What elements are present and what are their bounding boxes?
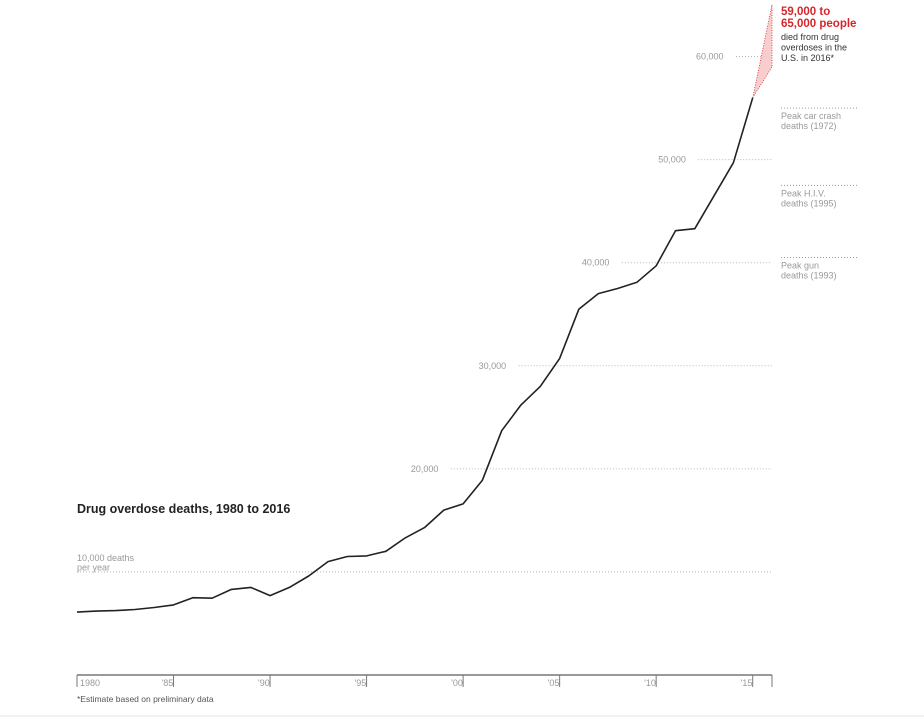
reference-label-2-0: Peak gun (781, 261, 819, 271)
x-tick-label-2005: '05 (548, 678, 560, 688)
y-tick-label-20000: 20,000 (411, 464, 439, 474)
footnote: *Estimate based on preliminary data (77, 694, 214, 704)
y-tick-label-40000: 40,000 (582, 258, 610, 268)
projection-high-edge (752, 4, 773, 98)
series-line (76, 97, 754, 613)
y-tick-label-60000: 60,000 (696, 52, 724, 62)
chart-title: Drug overdose deaths, 1980 to 2016 (77, 502, 290, 516)
x-tick-label-1980: 1980 (80, 678, 100, 688)
x-tick-label-2010: '10 (644, 678, 656, 688)
x-tick-label-1985: '85 (162, 678, 174, 688)
projection-label-0: died from drug (781, 32, 839, 42)
reference-label-2-1: deaths (1993) (781, 271, 837, 281)
reference-label-1-0: Peak H.I.V. (781, 188, 826, 198)
projection-low-edge (752, 66, 773, 98)
reference-label-0-0: Peak car crash (781, 111, 841, 121)
y-tick-label-30000: 30,000 (479, 361, 507, 371)
projection-label-1: overdoses in the (781, 43, 847, 53)
projection-label-red-1: 65,000 people (781, 18, 856, 30)
reference-label-0-1: deaths (1972) (781, 121, 837, 131)
projection-label-red-0: 59,000 to (781, 6, 830, 18)
y-axis-label-line-1: 10,000 deaths (77, 553, 135, 563)
x-tick-label-2015: '15 (741, 678, 753, 688)
y-axis-label-line-2: per year (77, 562, 110, 572)
projection-label-2: U.S. in 2016* (781, 53, 835, 63)
x-tick-label-2000: '00 (451, 678, 463, 688)
y-tick-label-50000: 50,000 (658, 155, 686, 165)
reference-label-1-1: deaths (1995) (781, 198, 837, 208)
projection-range (752, 5, 772, 98)
x-tick-label-1990: '90 (258, 678, 270, 688)
x-axis: 1980 '85 '90 '95 '00 '05 '10 '15 (76, 674, 773, 688)
x-tick-label-1995: '95 (355, 678, 367, 688)
series (76, 97, 754, 613)
